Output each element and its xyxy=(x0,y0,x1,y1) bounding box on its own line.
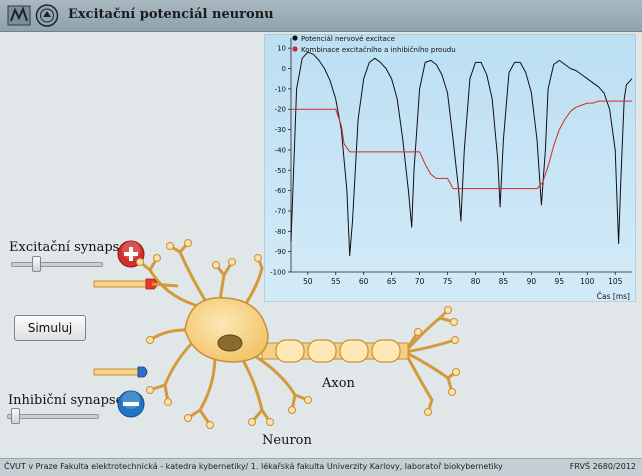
y-tick-label: -50 xyxy=(275,167,286,175)
legend-marker-combination xyxy=(292,46,298,52)
inhibition-slider-track[interactable] xyxy=(7,414,99,419)
legend-label-excitation: Potenciál nervové excitace xyxy=(301,35,395,43)
x-tick-label: 75 xyxy=(443,277,453,286)
inhibition-synapse-label: Inhibiční synapse xyxy=(8,393,124,408)
excitatory-input-fiber xyxy=(93,278,179,290)
x-tick-label: 95 xyxy=(555,277,565,286)
neuron-illustration xyxy=(93,239,460,429)
x-tick-label: 60 xyxy=(359,277,369,286)
excitation-slider-track[interactable] xyxy=(11,262,103,267)
x-tick-label: 105 xyxy=(608,277,623,286)
y-tick-label: 10 xyxy=(277,45,286,53)
university-seal-icon xyxy=(35,4,59,27)
y-tick-label: -10 xyxy=(275,85,286,93)
neuron-label: Neuron xyxy=(262,433,312,448)
inhibition-slider-thumb[interactable] xyxy=(11,408,21,424)
series-line-excitation xyxy=(290,51,633,257)
y-tick-label: -30 xyxy=(275,126,286,134)
x-axis-label: Čas [ms] xyxy=(597,292,630,301)
x-tick-label: 70 xyxy=(415,277,425,286)
chart-legend: Potenciál nervové excitace Kombinace exc… xyxy=(292,35,456,54)
y-tick-label: -80 xyxy=(275,228,286,236)
series-line-combination xyxy=(291,100,632,190)
legend-marker-excitation xyxy=(292,35,298,41)
x-tick-label: 80 xyxy=(471,277,481,286)
x-tick-label: 100 xyxy=(580,277,595,286)
legend-label-combination: Kombinace excitačního a inhibičního prou… xyxy=(301,46,456,54)
y-tick-label: 0 xyxy=(282,65,286,73)
nucleus xyxy=(217,334,243,352)
footer: ČVUT v Praze Fakulta elektrotechnická - … xyxy=(0,458,642,476)
x-tick-label: 50 xyxy=(303,277,313,286)
y-tick-label: -60 xyxy=(275,187,286,195)
footer-institution-text: ČVUT v Praze Fakulta elektrotechnická - … xyxy=(4,462,503,471)
excitation-slider-thumb[interactable] xyxy=(31,256,41,272)
chart-series xyxy=(290,51,633,257)
y-tick-label: -40 xyxy=(275,146,286,154)
x-tick-label: 85 xyxy=(499,277,509,286)
x-tick-label: 65 xyxy=(387,277,397,286)
minus-icon xyxy=(123,402,139,406)
x-tick-label: 90 xyxy=(527,277,537,286)
y-tick-label: -20 xyxy=(275,106,286,114)
title-bar: Excitační potenciál neuronu xyxy=(0,0,642,32)
app-title: Excitační potenciál neuronu xyxy=(68,7,274,22)
inhibition-slider[interactable] xyxy=(7,408,99,424)
dendrite-tips xyxy=(136,239,460,429)
excitation-slider[interactable] xyxy=(11,256,103,272)
chart-background xyxy=(264,34,636,302)
y-tick-label: -90 xyxy=(275,248,286,256)
axon-terminals xyxy=(403,308,458,414)
y-tick-label: -70 xyxy=(275,207,286,215)
plus-icon xyxy=(124,247,138,261)
excitation-synapse-label: Excitační synapse xyxy=(9,240,128,255)
y-tick-label: -100 xyxy=(270,269,286,277)
faculty-logo-icon xyxy=(7,5,31,26)
simulate-button[interactable]: Simuluj xyxy=(14,315,86,341)
myelin-sheath xyxy=(275,339,401,363)
cell-body xyxy=(184,297,269,363)
add-inhibition-button[interactable] xyxy=(117,390,145,418)
x-tick-label: 55 xyxy=(331,277,341,286)
axon-label: Axon xyxy=(322,376,355,391)
footer-grant-text: FRVŠ 2680/2012 xyxy=(569,462,636,471)
inhibitory-input-fiber xyxy=(93,366,148,378)
